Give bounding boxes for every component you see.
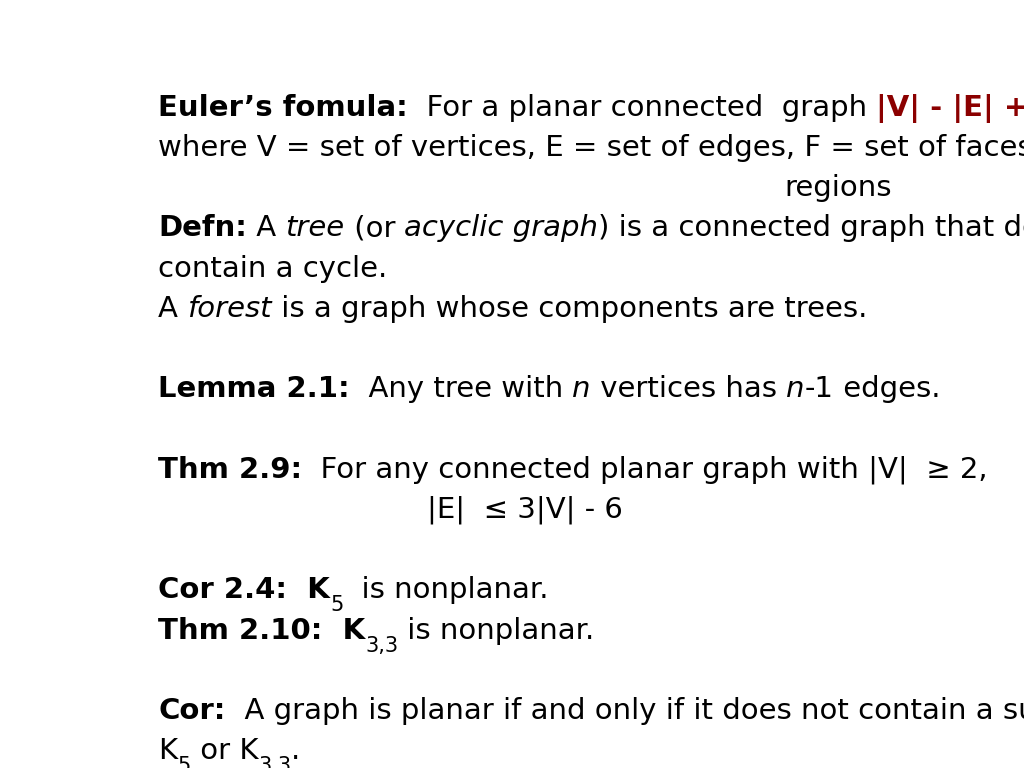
- Text: 3,3: 3,3: [258, 756, 291, 768]
- Text: Any tree with: Any tree with: [350, 376, 572, 403]
- Text: Lemma 2.1:: Lemma 2.1:: [158, 376, 350, 403]
- Text: n: n: [572, 376, 591, 403]
- Text: contain a cycle.: contain a cycle.: [158, 255, 387, 283]
- Text: Thm 2.10:  K: Thm 2.10: K: [158, 617, 366, 644]
- Text: Defn:: Defn:: [158, 214, 247, 243]
- Text: is a graph whose components are trees.: is a graph whose components are trees.: [271, 295, 867, 323]
- Text: 5: 5: [177, 756, 190, 768]
- Text: n: n: [786, 376, 805, 403]
- Text: or K: or K: [190, 737, 258, 765]
- Text: regions: regions: [784, 174, 892, 202]
- Text: acyclic graph: acyclic graph: [404, 214, 598, 243]
- Text: For any connected planar graph with |V|  ≥ 2,: For any connected planar graph with |V| …: [302, 455, 988, 485]
- Text: is nonplanar.: is nonplanar.: [398, 617, 595, 644]
- Text: A: A: [247, 214, 286, 243]
- Text: |E|  ≤ 3|V| - 6: |E| ≤ 3|V| - 6: [427, 496, 623, 525]
- Text: |V| - |E| + |F| = 2: |V| - |E| + |F| = 2: [877, 94, 1024, 123]
- Text: 5: 5: [330, 595, 343, 615]
- Text: Cor 2.4:  K: Cor 2.4: K: [158, 576, 330, 604]
- Text: ) is a connected graph that does: ) is a connected graph that does: [598, 214, 1024, 243]
- Text: forest: forest: [187, 295, 271, 323]
- Text: A graph is planar if and only if it does not contain a subdivision of: A graph is planar if and only if it does…: [225, 697, 1024, 725]
- Text: .: .: [291, 737, 300, 765]
- Text: Cor:: Cor:: [158, 697, 225, 725]
- Text: 3,3: 3,3: [366, 636, 398, 656]
- Text: For a planar connected  graph: For a planar connected graph: [408, 94, 877, 122]
- Text: edges.: edges.: [834, 376, 940, 403]
- Text: Euler’s fomula:: Euler’s fomula:: [158, 94, 408, 122]
- Text: A: A: [158, 295, 187, 323]
- Text: is nonplanar.: is nonplanar.: [343, 576, 549, 604]
- Text: (or: (or: [344, 214, 404, 243]
- Text: where V = set of vertices, E = set of edges, F = set of faces = set of: where V = set of vertices, E = set of ed…: [158, 134, 1024, 162]
- Text: -1: -1: [805, 376, 834, 403]
- Text: K: K: [158, 737, 177, 765]
- Text: tree: tree: [286, 214, 344, 243]
- Text: Thm 2.9:: Thm 2.9:: [158, 455, 302, 484]
- Text: vertices has: vertices has: [591, 376, 786, 403]
